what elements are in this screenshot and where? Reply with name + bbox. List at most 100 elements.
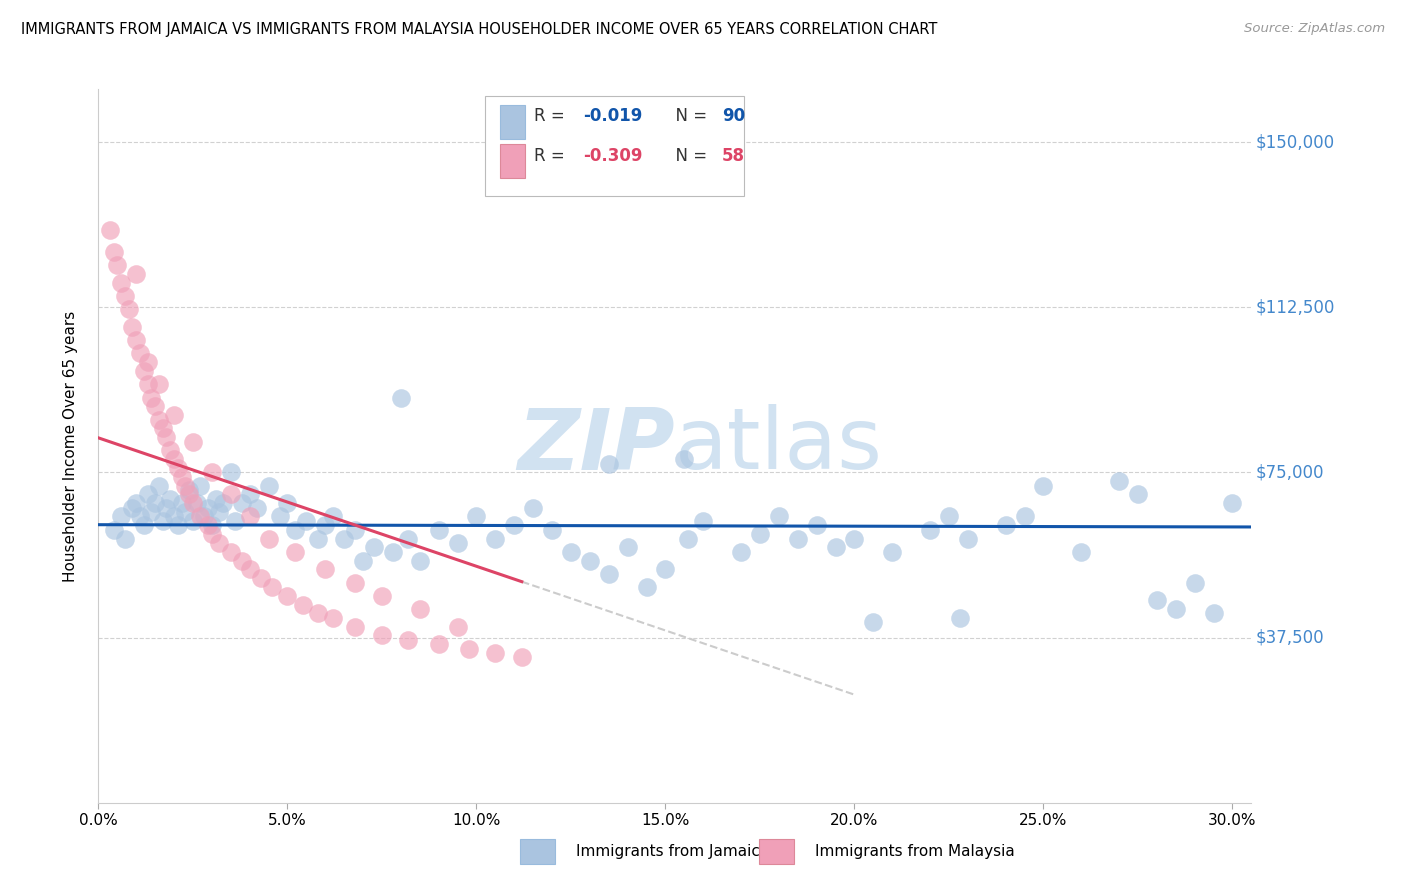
Point [170,496,193,510]
Point [103,245,125,260]
Point [179,483,201,497]
Point [484,532,506,546]
Point [510,650,533,665]
Point [1222,496,1244,510]
Point [208,505,231,519]
Text: $37,500: $37,500 [1256,629,1324,647]
Point [344,523,367,537]
Point [136,355,159,369]
Point [190,509,212,524]
Point [257,478,280,492]
Text: $150,000: $150,000 [1256,133,1334,151]
Point [143,400,166,414]
Point [344,575,367,590]
Point [1032,478,1054,492]
Point [155,500,177,515]
Point [201,518,224,533]
Point [114,532,136,546]
Point [322,611,344,625]
Point [132,518,155,533]
Point [159,443,181,458]
Point [676,532,699,546]
Text: $112,500: $112,500 [1256,298,1334,317]
Point [212,496,235,510]
Point [307,607,329,621]
Point [136,487,159,501]
Text: N =: N = [665,107,711,125]
Text: -0.019: -0.019 [582,107,643,125]
Point [257,532,280,546]
Point [994,518,1017,533]
Point [103,523,125,537]
Point [396,532,419,546]
Point [98,223,121,237]
Point [105,259,128,273]
Point [1014,509,1036,524]
Point [560,545,582,559]
Point [204,491,226,506]
Point [118,302,141,317]
Point [1202,607,1225,621]
FancyBboxPatch shape [499,105,524,139]
Point [692,514,714,528]
Text: 90: 90 [723,107,745,125]
Point [219,487,242,501]
Point [1184,575,1206,590]
Text: Immigrants from Jamaica: Immigrants from Jamaica [576,845,769,859]
Point [322,509,344,524]
Point [956,532,979,546]
Point [333,532,356,546]
Text: 58: 58 [723,146,745,164]
Point [231,553,253,567]
Point [457,641,479,656]
Point [152,421,174,435]
Point [239,509,262,524]
Point [446,619,468,633]
Point [224,514,246,528]
Point [276,589,298,603]
Point [166,461,188,475]
Point [730,545,752,559]
Point [446,536,468,550]
Point [125,333,148,347]
Point [181,496,204,510]
Point [598,566,620,581]
Text: ZIP: ZIP [517,404,675,488]
Point [371,628,394,642]
Point [208,536,231,550]
Point [148,478,170,492]
Point [748,527,770,541]
Point [186,496,208,510]
Point [152,514,174,528]
Point [636,580,658,594]
Point [163,509,186,524]
Point [129,509,152,524]
Point [949,611,972,625]
Point [136,377,159,392]
Point [1126,487,1149,501]
FancyBboxPatch shape [485,96,744,196]
Point [197,500,219,515]
Text: Source: ZipAtlas.com: Source: ZipAtlas.com [1244,22,1385,36]
Point [522,500,544,515]
Point [284,523,307,537]
Point [239,487,262,501]
Point [465,509,488,524]
Text: $75,000: $75,000 [1256,464,1324,482]
Point [1108,475,1130,489]
Point [163,452,186,467]
Point [918,523,941,537]
Point [201,466,224,480]
Point [110,509,132,524]
Point [148,412,170,426]
Point [882,545,904,559]
Text: -0.309: -0.309 [582,146,643,164]
Point [269,509,291,524]
Point [862,615,884,630]
Point [786,532,808,546]
Point [125,496,148,510]
Point [579,553,602,567]
Point [844,532,866,546]
Point [382,545,405,559]
Point [121,500,143,515]
